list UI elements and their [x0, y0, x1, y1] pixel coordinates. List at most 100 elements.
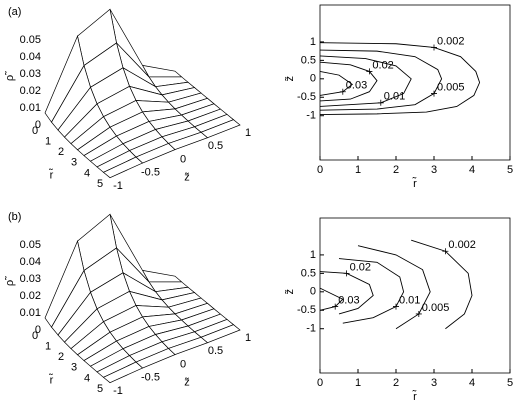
panel-label: (b): [8, 211, 21, 223]
x-tick-label: 1: [45, 341, 51, 353]
contour-label: 0.02: [350, 261, 371, 273]
y-tick-label: 1: [310, 249, 316, 261]
contour-label: 0.03: [346, 80, 367, 92]
x-axis-label: r̃: [412, 390, 417, 402]
y-tick-label: 0.5: [208, 345, 223, 357]
contour-label: 0.005: [437, 81, 465, 93]
surface-patch: [102, 156, 144, 179]
contour-label: 0.02: [372, 59, 393, 71]
y-axis-label: z̃: [284, 289, 296, 295]
x-tick-label: 1: [355, 377, 361, 389]
label-marker: [332, 303, 339, 310]
y-tick-label: 1: [245, 332, 251, 344]
x-tick-label: 2: [393, 377, 399, 389]
y-tick-label: -0.5: [141, 167, 160, 179]
x-tick-label: 2: [58, 351, 64, 363]
label-marker: [431, 90, 437, 97]
z-tick-label: 0.05: [20, 34, 41, 46]
x-tick-label: 0: [317, 377, 323, 389]
x-tick-label: 5: [97, 178, 103, 190]
y-tick-label: 0: [310, 73, 316, 85]
contour-label: 0.005: [422, 302, 450, 314]
y-tick-label: 0: [180, 153, 186, 165]
x-tick-label: 0: [32, 330, 38, 342]
x-tick-label: 3: [71, 362, 77, 374]
z-tick-label: 0: [35, 324, 41, 336]
x-tick-label: 5: [507, 377, 513, 389]
y-tick-label: -1: [113, 385, 123, 397]
y-tick-label: 1: [310, 36, 316, 48]
label-marker: [377, 99, 384, 106]
y-tick-label: 0.5: [301, 267, 316, 279]
y-tick-label: -1: [306, 323, 316, 335]
z-tick-label: 0.03: [20, 68, 41, 80]
x-axis-label: r̃: [48, 168, 53, 181]
x-tick-label: 2: [58, 146, 64, 158]
x-tick-label: 3: [431, 164, 437, 176]
x-tick-label: 4: [469, 377, 475, 389]
z-tick-label: 0.02: [20, 85, 41, 97]
plot-frame: [319, 217, 511, 374]
y-tick-label: 1: [245, 127, 251, 139]
y-axis-label: z̃: [184, 376, 190, 388]
y-tick-label: -0.5: [297, 304, 316, 316]
contour-label: 0.002: [437, 35, 465, 47]
x-tick-label: 4: [84, 167, 90, 179]
y-tick-label: -0.5: [141, 372, 160, 384]
label-marker: [339, 88, 346, 95]
z-tick-label: 0.01: [20, 307, 41, 319]
label-marker: [415, 310, 422, 317]
y-tick-label: -1: [306, 110, 316, 122]
label-marker: [366, 68, 373, 75]
contour-line: [319, 70, 354, 96]
x-axis-label: r̃: [48, 373, 53, 386]
contour-line: [411, 239, 473, 330]
label-marker: [393, 303, 399, 310]
contour-line: [319, 287, 344, 311]
z-tick-label: 0.02: [20, 290, 41, 302]
y-tick-label: 0.5: [301, 54, 316, 66]
y-axis-label: z̃: [284, 76, 296, 82]
x-tick-label: 0: [32, 125, 38, 137]
contour-line: [319, 49, 443, 111]
contour-line: [319, 42, 481, 116]
label-marker: [343, 270, 350, 277]
panel-label: (a): [8, 6, 21, 18]
x-tick-label: 1: [45, 136, 51, 148]
z-tick-label: 0.03: [20, 273, 41, 285]
plot-frame: [319, 4, 511, 161]
y-tick-label: 0: [180, 358, 186, 370]
x-tick-label: 4: [84, 372, 90, 384]
x-tick-label: 2: [393, 164, 399, 176]
y-tick-label: 0: [310, 286, 316, 298]
x-tick-label: 5: [97, 383, 103, 395]
x-tick-label: 5: [507, 164, 513, 176]
label-marker: [442, 248, 449, 255]
contour-line: [319, 61, 378, 102]
z-tick-label: 0.04: [20, 256, 41, 268]
y-tick-label: -0.5: [297, 91, 316, 103]
z-tick-label: 0.01: [20, 102, 41, 114]
z-axis-label: ρ̃: [4, 276, 16, 286]
y-tick-label: -1: [113, 180, 123, 192]
x-axis-label: r̃: [412, 177, 417, 190]
contour-label: 0.002: [448, 239, 476, 251]
z-tick-label: 0: [35, 119, 41, 131]
x-tick-label: 0: [317, 164, 323, 176]
contour-line: [338, 258, 405, 324]
contour-label: 0.03: [338, 294, 359, 306]
x-tick-label: 4: [469, 164, 475, 176]
y-tick-label: 0.5: [208, 140, 223, 152]
z-axis-label: ρ̃: [4, 71, 16, 81]
x-tick-label: 3: [431, 377, 437, 389]
contour-line: [357, 245, 431, 330]
contour-label: 0.01: [384, 91, 405, 103]
contour-label: 0.01: [399, 294, 420, 306]
contour-line: [319, 271, 374, 315]
label-marker: [431, 44, 437, 51]
x-tick-label: 1: [355, 164, 361, 176]
y-axis-label: z̃: [184, 171, 190, 183]
z-tick-label: 0.05: [20, 239, 41, 251]
z-tick-label: 0.04: [20, 51, 41, 63]
